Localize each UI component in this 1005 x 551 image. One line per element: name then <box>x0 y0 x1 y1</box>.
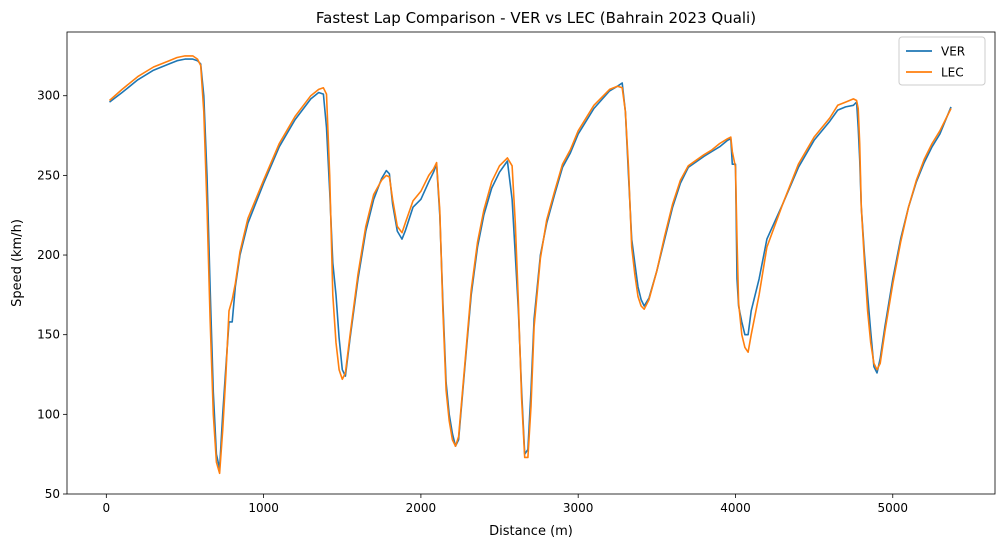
plot-frame <box>66 31 996 495</box>
x-tick-label: 0 <box>103 501 111 515</box>
y-tick-label: 150 <box>37 328 60 342</box>
y-tick-label: 200 <box>37 248 60 262</box>
legend-box <box>898 36 986 86</box>
chart-title: Fastest Lap Comparison - VER vs LEC (Bah… <box>316 9 756 27</box>
y-tick-label: 50 <box>45 487 60 501</box>
x-tick-label: 3000 <box>563 501 594 515</box>
x-axis-label: Distance (m) <box>489 524 573 539</box>
legend: VER LEC <box>898 36 986 86</box>
y-tick-label: 250 <box>37 168 60 182</box>
legend-label-ver: VER <box>941 45 965 59</box>
x-tick-label: 4000 <box>720 501 751 515</box>
x-tick-label: 1000 <box>248 501 279 515</box>
y-tick-label: 300 <box>37 89 60 103</box>
x-axis: 0 1000 2000 3000 4000 5000 <box>103 494 908 515</box>
x-tick-label: 2000 <box>406 501 437 515</box>
y-axis: 50 100 150 200 250 300 <box>37 89 67 501</box>
y-tick-label: 100 <box>37 407 60 421</box>
x-tick-label: 5000 <box>877 501 908 515</box>
series-line-lec <box>108 55 952 475</box>
y-axis-label: Speed (km/h) <box>10 219 25 307</box>
plot-area <box>66 31 996 495</box>
legend-label-lec: LEC <box>941 66 964 80</box>
